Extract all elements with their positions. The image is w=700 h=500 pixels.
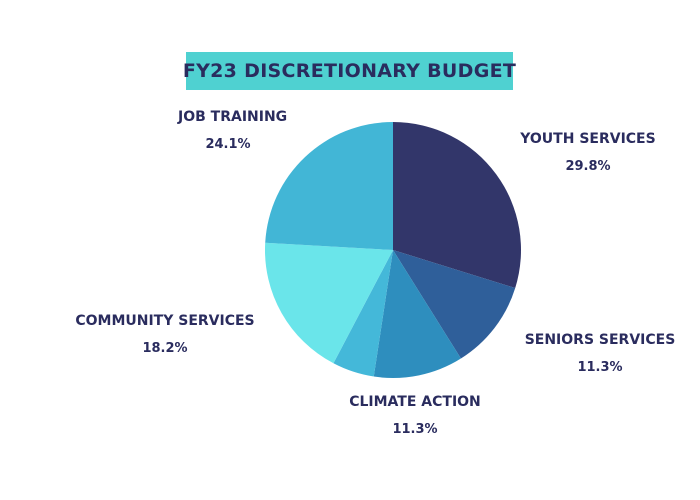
pie-slice-job-training [265, 122, 393, 250]
slice-label-percent: 29.8% [565, 159, 611, 174]
pie-slice-unlabeled-3 [333, 250, 393, 377]
chart-title-banner: FY23 DISCRETIONARY BUDGET [182, 52, 517, 90]
chart-title: FY23 DISCRETIONARY BUDGET [182, 60, 517, 82]
pie-slice-community-services [264, 242, 393, 364]
slice-label-percent: 11.3% [577, 360, 623, 375]
slice-label-name: COMMUNITY SERVICES [75, 313, 255, 329]
slice-label-name: CLIMATE ACTION [349, 394, 481, 410]
pie-slice-climate-action [373, 250, 461, 379]
slice-label-percent: 24.1% [205, 137, 251, 152]
pie-slice-youth-services [393, 122, 521, 289]
label-climate-action: CLIMATE ACTION 11.3% [340, 389, 490, 443]
label-job-training: JOB TRAINING 24.1% [178, 104, 288, 158]
label-seniors-services: SENIORS SERVICES 11.3% [520, 327, 680, 381]
slice-label-name: YOUTH SERVICES [520, 131, 656, 147]
slice-label-name: JOB TRAINING [178, 109, 288, 125]
slice-label-name: SENIORS SERVICES [524, 332, 676, 348]
label-community-services: COMMUNITY SERVICES 18.2% [60, 308, 270, 362]
label-youth-services: YOUTH SERVICES 29.8% [518, 126, 658, 180]
pie-slice-seniors-services [393, 250, 516, 359]
slice-label-percent: 18.2% [142, 341, 188, 356]
slice-label-percent: 11.3% [392, 422, 438, 437]
